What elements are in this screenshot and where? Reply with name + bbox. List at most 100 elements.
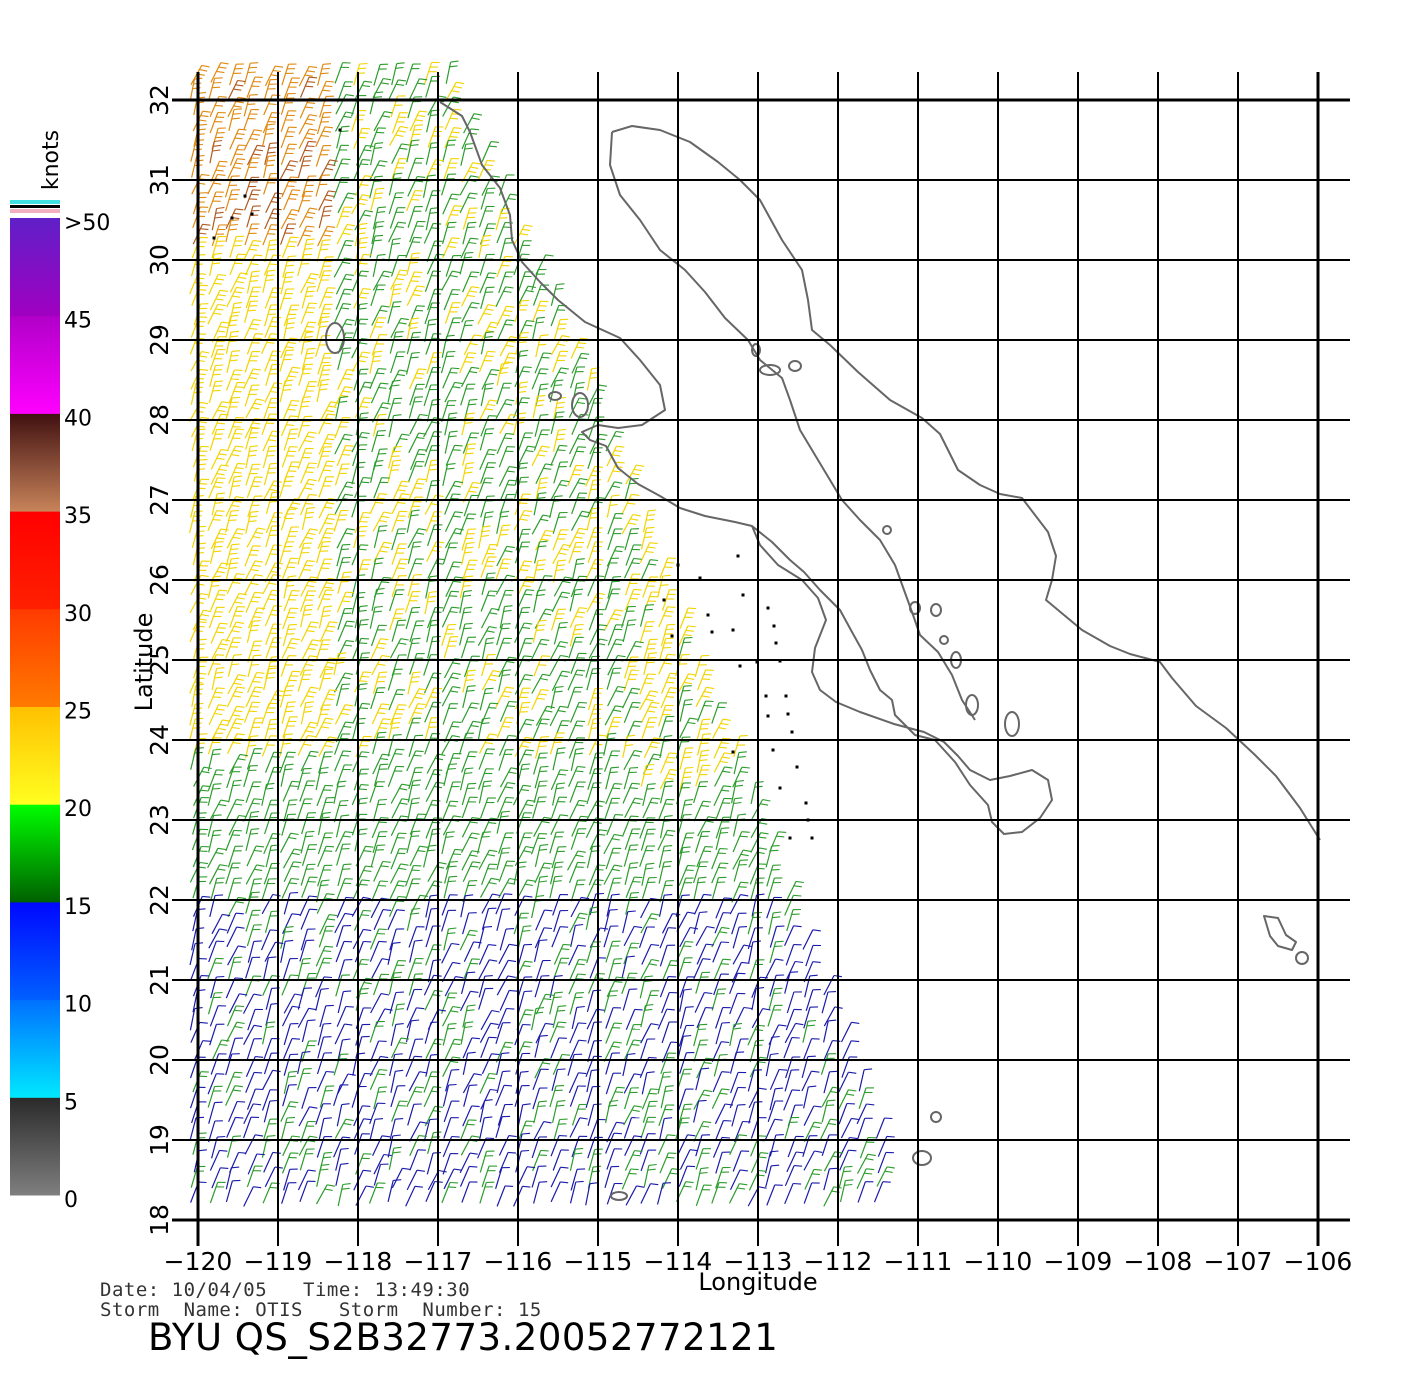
wind-barb [497, 797, 507, 819]
wind-barb-feather [773, 911, 782, 914]
wind-barb [481, 544, 491, 565]
wind-barb-feather [645, 604, 655, 606]
wind-barb [460, 637, 469, 659]
wind-barb-feather [286, 424, 295, 427]
wind-barb-feather [524, 593, 533, 596]
wind-barb [462, 432, 472, 454]
wind-barb-feather [539, 643, 548, 646]
wind-barb [441, 270, 453, 291]
wind-barb [496, 512, 502, 534]
wind-barb-feather [305, 357, 314, 360]
wind-barb-feather [393, 414, 402, 417]
wind-barb [461, 286, 472, 307]
wind-barb-feather [229, 319, 238, 322]
wind-barb-feather [202, 223, 211, 226]
wind-barb [405, 353, 413, 375]
wind-barb [549, 862, 557, 885]
wind-barb [586, 782, 595, 805]
wind-barb [463, 495, 472, 517]
wind-barb-feather [233, 449, 242, 452]
wind-barb [408, 767, 416, 790]
wind-barb [607, 528, 616, 551]
wind-barb-feather [564, 576, 573, 579]
wind-barb [211, 321, 222, 343]
wind-barb [715, 798, 725, 820]
wind-barb-feather [595, 977, 604, 979]
wind-barb-feather [576, 669, 586, 672]
wind-barb-feather [237, 686, 246, 689]
wind-barb-feather [229, 562, 239, 565]
wind-barb [678, 878, 687, 900]
wind-barb [693, 877, 700, 900]
wind-barb-feather [378, 386, 387, 389]
wind-barb-feather [469, 836, 478, 840]
wind-barb [373, 718, 384, 740]
wind-barb-feather [234, 137, 243, 140]
wind-barb-feather [539, 939, 548, 942]
wind-barb-feather [524, 883, 533, 887]
wind-barb [495, 399, 507, 420]
wind-barb [390, 318, 402, 339]
wind-barb-feather [228, 228, 237, 231]
wind-barb-feather [309, 895, 318, 898]
wind-barb [242, 993, 255, 1014]
wind-barb-feather [705, 669, 714, 671]
wind-barb [189, 79, 195, 101]
wind-barb [335, 975, 343, 997]
wind-barb [246, 271, 253, 294]
wind-barb [477, 304, 489, 325]
wind-barb-feather [284, 768, 293, 771]
wind-barb [425, 208, 432, 231]
wind-barb [606, 668, 614, 690]
wind-barb-feather [214, 77, 223, 79]
wind-barb [210, 161, 221, 182]
wind-barb-feather [290, 832, 299, 836]
wind-barb [552, 351, 561, 373]
colorbar-tick-label: 25 [64, 700, 92, 725]
wind-barb-feather [809, 974, 818, 977]
wind-barb [641, 702, 653, 723]
wind-barb-feather [451, 367, 460, 370]
wind-barb-feather [323, 950, 332, 953]
wind-barb-feather [668, 927, 677, 929]
wind-barb-feather [293, 861, 302, 864]
wind-barb-feather [401, 783, 410, 787]
wind-barb-feather [701, 737, 710, 740]
wind-barb [713, 973, 722, 996]
wind-barb-feather [397, 130, 406, 133]
wind-barb [333, 158, 343, 180]
wind-barb-feather [636, 464, 645, 467]
wind-barb [209, 895, 216, 918]
wind-barb [478, 849, 490, 870]
wind-barb-feather [250, 445, 259, 448]
wind-barb [643, 639, 651, 661]
wind-barb-feather [342, 158, 351, 161]
wind-barb-feather [234, 803, 243, 806]
wind-barb [245, 864, 258, 885]
wind-barb [678, 865, 689, 886]
wind-barb-feather [544, 909, 553, 912]
wind-barb-feather [520, 381, 529, 384]
wind-barb-feather [525, 736, 534, 740]
wind-barb [459, 991, 471, 1012]
wind-barb [391, 528, 399, 551]
wind-barb [569, 702, 580, 723]
wind-barb-feather [233, 500, 242, 503]
wind-barb-feather [269, 488, 278, 492]
wind-barb [424, 592, 430, 615]
wind-barb-feather [290, 371, 299, 374]
wind-barb-feather [464, 622, 473, 625]
wind-barb-feather [304, 230, 313, 232]
wind-barb-feather [379, 493, 388, 495]
wind-barb [552, 512, 561, 534]
wind-barb-feather [644, 608, 653, 611]
wind-barb-feather [217, 330, 226, 333]
wind-barb-feather [665, 610, 674, 613]
wind-barb-feather [286, 322, 295, 325]
wind-barb-feather [557, 782, 566, 785]
wind-barb [713, 752, 725, 773]
wind-barb-feather [222, 638, 231, 642]
wind-barb-feather [544, 927, 553, 930]
wind-barb-feather [321, 614, 331, 617]
